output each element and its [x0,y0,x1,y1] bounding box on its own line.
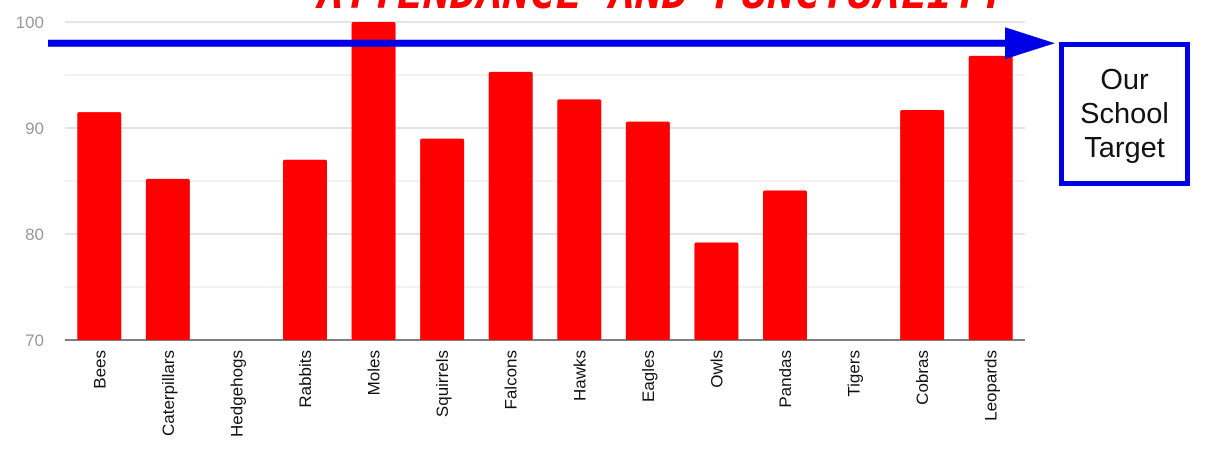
y-tick-label: 100 [16,13,44,32]
target-label-box: Our School Target [1059,42,1190,186]
x-tick-label: Squirrels [433,350,452,417]
bar-caterpillars [145,178,190,340]
target-arrow [48,27,1055,60]
x-tick-label: Falcons [502,350,521,410]
target-label-line-1: Our [1100,64,1149,96]
bar-bees [77,112,122,340]
bar-hawks [557,99,602,340]
y-axis-ticks: 70 80 90 100 [16,13,44,350]
target-label-line-2: School [1080,98,1169,130]
x-tick-label: Owls [707,350,726,388]
bar-rabbits [283,159,327,340]
bar-eagles [625,121,670,340]
grid-lines [65,21,1025,341]
target-arrowhead [1005,27,1055,60]
y-tick-label: 80 [25,225,44,244]
bar-cobras [900,109,945,340]
target-label-line-3: Target [1084,132,1165,164]
x-tick-label: Tigers [845,350,864,397]
x-tick-label: Rabbits [296,350,315,408]
x-tick-label: Leopards [982,350,1001,421]
x-tick-label: Hedgehogs [227,350,246,437]
x-tick-label: Hawks [570,350,589,401]
y-tick-label: 70 [25,331,44,350]
x-axis-ticks: Bees Caterpillars Hedgehogs Rabbits Moles Squ… [90,350,1000,437]
x-tick-label: Pandas [776,350,795,408]
bar-falcons [488,71,533,340]
bars [77,22,1013,341]
chart-title: ATTENDANCE AND PUNCTUALITY [315,0,1010,19]
bar-pandas [763,190,807,340]
bar-squirrels [420,138,465,340]
bar-owls [694,242,739,340]
x-tick-label: Cobras [913,350,932,405]
bar-leopards [968,55,1013,341]
x-tick-label: Bees [90,350,109,389]
x-tick-label: Moles [365,350,384,395]
x-tick-label: Caterpillars [159,350,178,436]
x-tick-label: Eagles [639,350,658,402]
bar-moles [351,22,396,340]
y-tick-label: 90 [25,119,44,138]
